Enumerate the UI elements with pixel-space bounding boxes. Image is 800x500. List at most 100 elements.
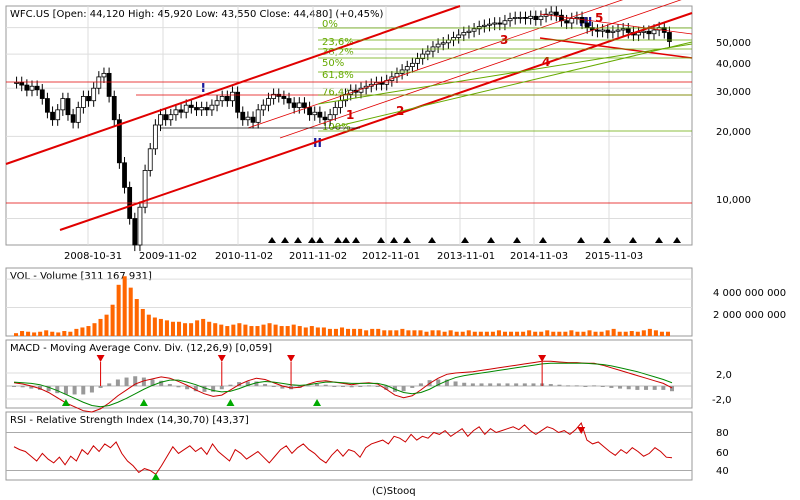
candle-body bbox=[404, 66, 410, 71]
event-marker bbox=[513, 237, 521, 243]
candle-body bbox=[456, 34, 462, 38]
candle-body bbox=[75, 107, 81, 123]
event-marker bbox=[352, 237, 360, 243]
macd-histogram-bar bbox=[462, 382, 467, 386]
candle-body bbox=[188, 104, 194, 108]
price-title: WFC.US [Open: 44,120 High: 45,920 Low: 4… bbox=[10, 9, 383, 20]
price-ytick-label: 50,000 bbox=[716, 38, 751, 49]
candle-body bbox=[636, 32, 641, 36]
volume-bar bbox=[533, 331, 538, 336]
macd-buy-signal bbox=[226, 399, 235, 406]
candle-body bbox=[600, 29, 606, 32]
volume-bar bbox=[38, 331, 43, 336]
candle-body bbox=[497, 22, 503, 25]
event-marker bbox=[461, 237, 469, 243]
macd-histogram-bar bbox=[46, 386, 51, 392]
xtick-label: 2012-11-01 bbox=[362, 251, 420, 262]
volume-bar bbox=[641, 330, 646, 336]
candle-body bbox=[625, 28, 631, 33]
event-marker bbox=[673, 237, 681, 243]
volume-bar bbox=[551, 331, 556, 336]
candle-body bbox=[96, 76, 102, 89]
macd-histogram-bar bbox=[366, 385, 371, 387]
macd-sell-signal bbox=[538, 355, 547, 362]
volume-bar bbox=[352, 328, 357, 336]
volume-bar bbox=[466, 330, 471, 336]
candle-body bbox=[19, 82, 25, 86]
volume-bar bbox=[152, 317, 157, 336]
candle-body bbox=[564, 20, 570, 24]
volume-bar bbox=[400, 328, 405, 336]
macd-histogram-bar bbox=[375, 386, 380, 387]
macd-histogram-bar bbox=[444, 379, 449, 386]
event-marker bbox=[390, 237, 398, 243]
macd-histogram-bar bbox=[488, 383, 493, 386]
wave-label: 5 bbox=[595, 11, 603, 25]
volume-bar bbox=[436, 330, 441, 336]
event-marker bbox=[539, 237, 547, 243]
event-marker bbox=[629, 237, 637, 243]
macd-histogram-bar bbox=[176, 386, 181, 388]
trend-channel-line bbox=[539, 37, 693, 59]
volume-bar bbox=[134, 299, 139, 336]
candle-body bbox=[224, 96, 230, 102]
candle-body bbox=[307, 107, 312, 116]
macd-histogram-bar bbox=[29, 386, 34, 389]
macd-histogram-bar bbox=[470, 383, 475, 386]
volume-bar bbox=[382, 330, 387, 336]
macd-histogram-bar bbox=[410, 386, 415, 388]
candle-body bbox=[291, 102, 297, 108]
macd-histogram-bar bbox=[167, 384, 172, 386]
event-marker bbox=[403, 237, 411, 243]
macd-histogram-bar bbox=[358, 386, 363, 387]
candle-body bbox=[271, 93, 277, 99]
volume-bar bbox=[164, 320, 169, 336]
event-marker bbox=[603, 237, 611, 243]
fib-label: 38,2% bbox=[322, 47, 354, 58]
volume-bar bbox=[490, 331, 495, 336]
volume-bar bbox=[442, 331, 447, 336]
macd-histogram-bar bbox=[263, 384, 268, 386]
volume-bar bbox=[629, 331, 634, 336]
candle-body bbox=[255, 109, 261, 123]
candle-body bbox=[122, 162, 127, 188]
candle-body bbox=[183, 104, 189, 113]
volume-bar bbox=[321, 327, 326, 336]
candle-body bbox=[34, 85, 40, 91]
candle-body bbox=[240, 111, 246, 121]
volume-bar bbox=[376, 328, 381, 336]
candle-body bbox=[14, 82, 19, 84]
macd-histogram-bar bbox=[20, 386, 25, 388]
macd-histogram-bar bbox=[418, 383, 423, 386]
volume-bar bbox=[297, 326, 302, 336]
macd-histogram-bar bbox=[323, 384, 328, 386]
volume-bar bbox=[665, 331, 670, 336]
candle-body bbox=[266, 98, 271, 106]
candle-body bbox=[24, 84, 30, 91]
macd-histogram-bar bbox=[384, 386, 389, 390]
macd-histogram-bar bbox=[306, 385, 311, 387]
volume-bar bbox=[267, 323, 272, 336]
volume-bar bbox=[327, 328, 332, 336]
volume-bar bbox=[370, 328, 375, 336]
fib-label: 100% bbox=[322, 122, 351, 133]
volume-bar bbox=[14, 333, 19, 336]
volume-bar bbox=[140, 308, 145, 336]
macd-histogram-bar bbox=[98, 386, 103, 388]
rsi-ytick-label: 40 bbox=[716, 466, 729, 477]
candle-body bbox=[281, 96, 287, 99]
volume-bar bbox=[478, 331, 483, 336]
macd-histogram-bar bbox=[505, 383, 510, 386]
macd-histogram-bar bbox=[514, 383, 519, 386]
candle-body bbox=[45, 98, 50, 113]
candle-body bbox=[312, 111, 318, 116]
event-marker bbox=[281, 237, 289, 243]
macd-histogram-bar bbox=[626, 386, 631, 390]
candle-body bbox=[80, 96, 86, 108]
volume-bar bbox=[309, 326, 314, 336]
credit-text: (C)Stooq bbox=[372, 486, 416, 497]
volume-ytick-label: 4 000 000 000 bbox=[713, 288, 786, 299]
candle-body bbox=[204, 107, 210, 111]
candle-body bbox=[425, 50, 431, 55]
volume-bar bbox=[623, 331, 628, 336]
